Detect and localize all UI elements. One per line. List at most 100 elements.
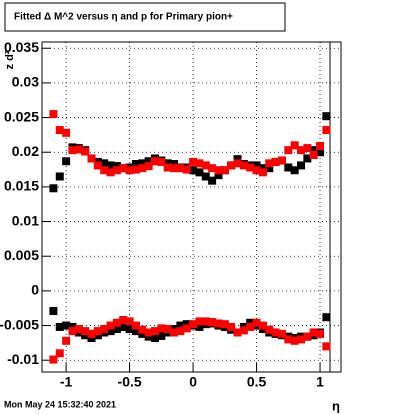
marker [271,328,280,337]
marker [131,165,140,174]
marker [131,327,140,336]
marker [170,164,179,173]
marker [138,164,147,173]
y-tick-label: 0.035 [4,39,39,55]
marker [49,355,58,364]
marker [62,128,71,137]
marker [112,325,121,334]
marker [55,322,64,331]
x-axis-label: η [332,398,340,413]
marker [176,321,185,330]
marker [297,146,306,155]
y-tick-label: 0.015 [4,178,39,194]
marker [125,317,134,326]
marker [220,320,229,329]
marker [112,166,121,175]
marker [265,325,274,334]
marker [163,325,172,334]
marker [144,332,153,341]
marker [157,157,166,166]
marker [106,327,115,336]
marker [277,329,286,338]
marker [163,163,172,172]
marker [239,161,248,170]
marker [233,159,242,168]
marker [258,321,267,330]
marker [49,110,58,119]
marker [112,162,121,171]
marker [74,145,83,154]
marker [303,154,312,163]
plot-frame [41,41,342,373]
marker [87,329,96,338]
marker [220,166,229,175]
marker [144,157,153,166]
marker [93,331,102,340]
y-tick-label: 0.03 [12,74,39,90]
marker [208,176,217,185]
y-tick-label: 0.025 [4,108,39,124]
marker [316,141,325,150]
marker [303,332,312,341]
marker [201,161,210,170]
marker [284,163,293,172]
x-tick-label: 1 [316,374,324,390]
marker [119,322,128,331]
marker [87,334,96,343]
marker [258,168,267,177]
marker [284,146,293,155]
marker [81,147,90,156]
x-tick-label: 0.5 [247,374,267,390]
marker [62,157,71,166]
marker [252,166,261,175]
marker [297,161,306,170]
marker [227,161,236,170]
marker [49,184,58,193]
marker [106,321,115,330]
marker [106,161,115,170]
marker [290,336,299,345]
marker [62,336,71,345]
marker [81,331,90,340]
marker [119,164,128,173]
title-box [4,2,286,32]
marker [316,329,325,338]
marker [233,155,242,164]
marker [201,317,210,326]
x-tick-label: -1 [60,374,73,390]
marker [322,313,331,322]
marker [322,126,331,135]
marker [150,157,159,166]
y-tick-label: -0.005 [0,316,39,332]
marker [81,327,90,336]
marker [157,324,166,333]
marker [233,328,242,337]
marker [55,349,64,358]
marker [93,161,102,170]
marker [131,160,140,169]
marker [93,327,102,336]
marker [163,159,172,168]
marker [182,165,191,174]
chart-title: Fitted Δ M^2 versus η and p for Primary … [14,12,233,23]
marker [195,317,204,326]
timestamp: Mon May 24 15:32:40 2021 [4,399,116,409]
marker [62,321,71,330]
marker [100,325,109,334]
marker [214,319,223,328]
marker [195,322,204,331]
marker [176,164,185,173]
marker [119,316,128,325]
marker [150,334,159,343]
marker [138,329,147,338]
marker [131,321,140,330]
marker [74,325,83,334]
marker [271,157,280,166]
marker [150,327,159,336]
x-tick-label: -0.5 [118,374,142,390]
marker [189,157,198,166]
marker [195,159,204,168]
marker [246,318,255,327]
marker [303,144,312,153]
marker [309,328,318,337]
